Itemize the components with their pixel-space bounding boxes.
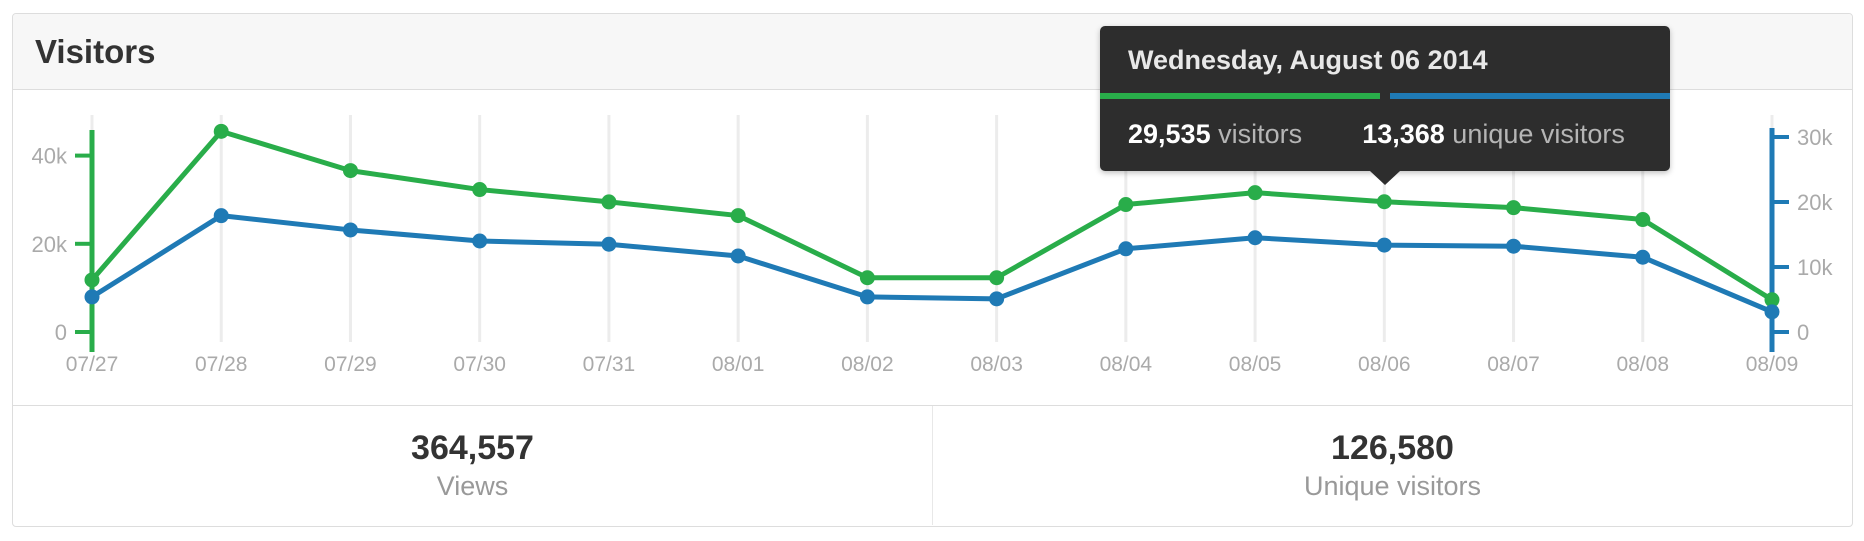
- tooltip-unique-visitors: 13,368 unique visitors: [1362, 119, 1625, 150]
- unique-visitors-point[interactable]: [1247, 230, 1263, 246]
- unique-visitors-point[interactable]: [1376, 237, 1392, 253]
- unique-visitors-point[interactable]: [1764, 304, 1780, 320]
- unique-visitors-label: Unique visitors: [1303, 471, 1482, 501]
- unique-visitors-point[interactable]: [213, 208, 229, 224]
- right-axis-tick-label: 20k: [1797, 190, 1833, 215]
- tooltip-date: Wednesday, August 06 2014: [1128, 45, 1488, 75]
- tooltip-visitors-value: 29,535: [1128, 119, 1211, 149]
- x-axis-label: 08/07: [1487, 353, 1540, 376]
- views-total: 364,557: [411, 429, 534, 467]
- visitors-point[interactable]: [730, 208, 746, 224]
- unique-visitors-summary: 126,580 Unique visitors: [932, 406, 1852, 525]
- x-axis-label: 08/09: [1746, 353, 1799, 376]
- unique-visitors-point[interactable]: [1118, 241, 1134, 257]
- unique-visitors-point[interactable]: [989, 291, 1005, 307]
- visitors-point[interactable]: [84, 272, 100, 288]
- x-axis-label: 07/28: [195, 353, 248, 376]
- x-axis-label: 08/04: [1100, 353, 1153, 376]
- summary-row: 364,557 Views 126,580 Unique visitors: [13, 405, 1852, 525]
- visitors-point[interactable]: [1376, 194, 1392, 210]
- views-summary: 364,557 Views: [13, 406, 932, 525]
- tooltip-unique-visitors-label: unique visitors: [1452, 119, 1625, 149]
- visitors-point[interactable]: [342, 163, 358, 179]
- visitors-point[interactable]: [213, 123, 229, 139]
- visitors-line: [89, 128, 1775, 303]
- x-axis-label: 08/08: [1616, 353, 1669, 376]
- x-axis-label: 08/03: [970, 353, 1023, 376]
- right-axis-tick-label: 30k: [1797, 125, 1833, 150]
- left-axis-tick-label: 20k: [32, 232, 68, 257]
- tooltip-caret-icon: [1370, 171, 1400, 185]
- unique-visitors-point[interactable]: [1506, 238, 1522, 254]
- unique-visitors-point[interactable]: [730, 248, 746, 264]
- right-axis-tick-label: 0: [1797, 320, 1809, 345]
- visitors-point[interactable]: [1247, 185, 1263, 201]
- visitors-point[interactable]: [601, 194, 617, 210]
- unique-visitors-total: 126,580: [1331, 429, 1454, 467]
- visitors-point[interactable]: [1118, 197, 1134, 213]
- chart-tooltip: Wednesday, August 06 2014 29,535 visitor…: [1100, 26, 1670, 185]
- right-axis-tick-label: 10k: [1797, 255, 1833, 280]
- x-axis-label: 07/27: [66, 353, 119, 376]
- left-axis-tick-label: 40k: [32, 144, 68, 169]
- x-axis-label: 07/30: [453, 353, 506, 376]
- x-axis-label: 07/31: [583, 353, 636, 376]
- unique-visitors-point[interactable]: [84, 289, 100, 305]
- tooltip-color-bar: [1100, 93, 1670, 99]
- visitors-point[interactable]: [1764, 292, 1780, 308]
- left-axis-tick-label: 0: [55, 320, 67, 345]
- tooltip-visitors: 29,535 visitors: [1128, 119, 1302, 150]
- visitors-point[interactable]: [1635, 212, 1651, 228]
- visitors-point[interactable]: [859, 270, 875, 286]
- unique-visitors-line: [89, 213, 1775, 315]
- tooltip-values: 29,535 visitors 13,368 unique visitors: [1100, 99, 1670, 171]
- unique-visitors-point[interactable]: [601, 236, 617, 252]
- x-axis-label: 08/05: [1229, 353, 1282, 376]
- visitors-point[interactable]: [472, 182, 488, 198]
- unique-visitors-point[interactable]: [859, 289, 875, 305]
- visitors-point[interactable]: [1506, 200, 1522, 216]
- visitors-point[interactable]: [989, 270, 1005, 286]
- unique-visitors-point[interactable]: [472, 233, 488, 249]
- unique-visitors-point[interactable]: [1635, 249, 1651, 265]
- x-axis-label: 08/06: [1358, 353, 1411, 376]
- x-axis-label: 08/02: [841, 353, 894, 376]
- panel-title: Visitors: [35, 32, 156, 70]
- visitors-color-bar: [1100, 93, 1380, 99]
- unique-visitors-point[interactable]: [342, 222, 358, 238]
- views-label: Views: [436, 471, 509, 501]
- tooltip-visitors-label: visitors: [1218, 119, 1303, 149]
- x-axis-label: 07/29: [324, 353, 377, 376]
- unique-visitors-color-bar: [1390, 93, 1670, 99]
- x-axis-label: 08/01: [712, 353, 765, 376]
- tooltip-unique-visitors-value: 13,368: [1362, 119, 1445, 149]
